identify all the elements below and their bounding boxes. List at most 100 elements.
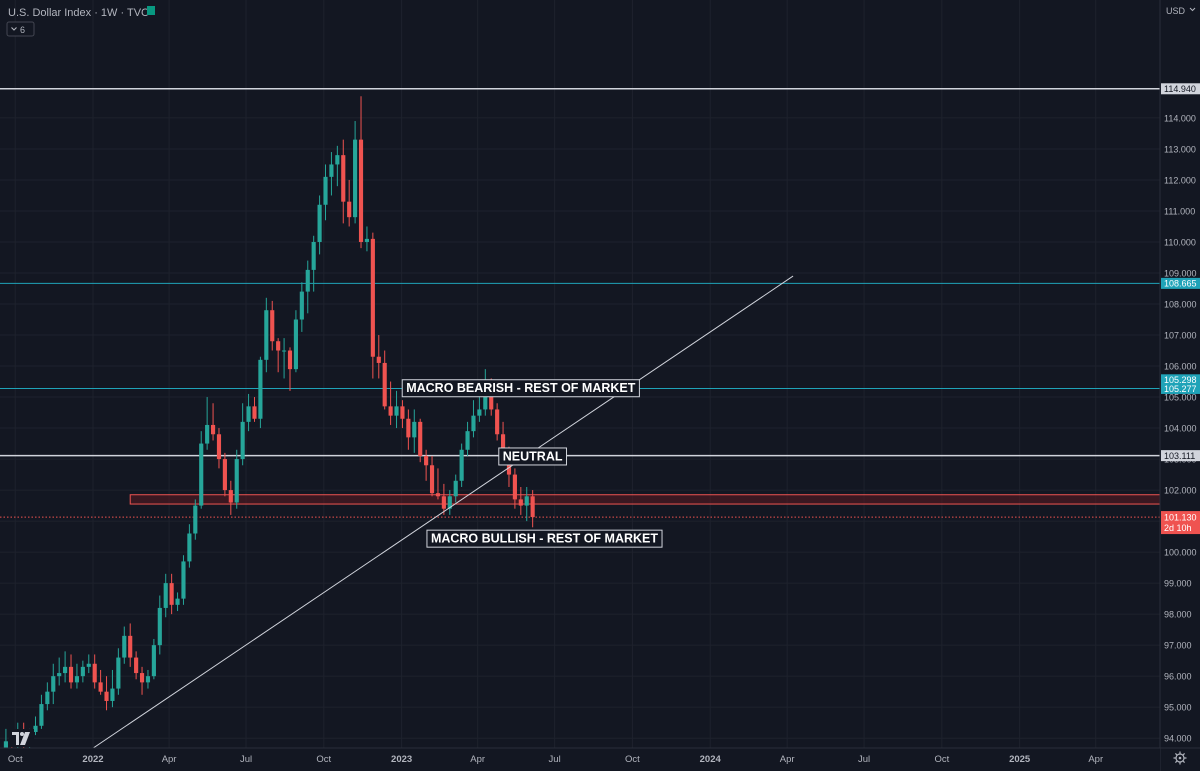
time-tick-label: 2024 — [700, 754, 722, 765]
annotation-box — [426, 529, 663, 548]
price-badge: 108.665 — [1161, 277, 1200, 289]
time-axis[interactable]: Oct 2022 Apr Jul Oct 2023 Apr Jul Oct 2024 Apr Jul O… — [0, 747, 1200, 771]
symbol-title[interactable]: U.S. Dollar Index · 1W · TVC — [8, 7, 149, 19]
price-axis[interactable]: 94.000 95.000 96.000 97.000 98.000 99.000 100.… — [1159, 0, 1200, 771]
candle-body-up — [264, 310, 269, 360]
candle-body-up — [394, 406, 399, 416]
price-badge: 114.940 — [1161, 83, 1200, 95]
candle-body-up — [465, 431, 470, 450]
candle-body-up — [364, 238, 370, 242]
current-price-text: 101.130 — [1164, 513, 1197, 523]
candle-body-up — [151, 645, 156, 677]
price-badge: 103.111 — [1161, 450, 1200, 462]
candle-body-up — [193, 505, 198, 534]
candle-body-up — [199, 443, 204, 506]
candle-body-down — [98, 682, 103, 692]
candle-body-up — [412, 421, 417, 438]
candle-body-up — [51, 676, 56, 692]
time-tick-label: 2022 — [82, 754, 103, 765]
candle-body-up — [163, 583, 168, 608]
candle-body-down — [406, 418, 411, 438]
annotations: MACRO BEARISH - REST OF MARKET NEUTRAL MAC… — [401, 379, 663, 548]
annotation-box — [498, 447, 568, 466]
candle-body-down — [376, 356, 381, 363]
chevron-down-icon — [11, 27, 17, 31]
candle-body-up — [246, 406, 251, 422]
price-badge-bg — [1161, 83, 1200, 95]
candle-body-up — [471, 415, 476, 432]
candle-body-down — [418, 421, 423, 456]
candle-body-down — [489, 390, 494, 410]
candle-body-down — [128, 635, 133, 658]
candle-body-up — [305, 269, 310, 292]
time-tick-label: Oct — [8, 754, 23, 765]
currency-chevron-icon — [1189, 7, 1196, 12]
candle-body-up — [157, 607, 162, 646]
candle-body-down — [400, 406, 405, 419]
time-tick-label: Apr — [780, 754, 795, 765]
annotation-text: MACRO BULLISH - REST OF MARKET — [431, 532, 658, 546]
candle-body-up — [122, 635, 127, 658]
candle-body-up — [86, 663, 91, 667]
candle-body-down — [370, 238, 375, 357]
candle-body-up — [234, 459, 239, 503]
price-badge-bg — [1161, 450, 1200, 462]
candle-body-up — [3, 741, 8, 754]
candle-body-up — [39, 704, 44, 726]
candle-body-down — [495, 409, 500, 435]
time-tick-label: Apr — [1088, 754, 1103, 765]
candle-body-up — [187, 533, 192, 562]
candle-body-down — [139, 673, 145, 683]
candle-body-down — [104, 691, 109, 701]
currency-label[interactable]: USD — [1166, 6, 1186, 16]
indicator-count: 6 — [20, 25, 25, 35]
tradingview-logo-icon — [9, 729, 34, 747]
time-tick-label: 2023 — [391, 754, 412, 765]
candle-body-up — [353, 139, 358, 218]
price-badge-text: 114.940 — [1164, 84, 1196, 94]
annotation-label[interactable]: MACRO BEARISH - REST OF MARKET — [401, 379, 640, 398]
candle-body-up — [282, 350, 287, 352]
grid — [0, 0, 1160, 748]
candle-body-up — [317, 204, 322, 242]
price-badge-extra-bg — [1161, 374, 1200, 386]
trendline[interactable] — [70, 275, 794, 764]
candle-body-up — [329, 164, 334, 177]
price-tick-label: 112.000 — [1164, 175, 1196, 185]
support-zone-box[interactable] — [129, 494, 1161, 505]
price-tick-label: 97.000 — [1164, 641, 1192, 651]
candle-body-down — [382, 362, 387, 407]
price-badge-text: 103.111 — [1164, 451, 1195, 461]
candle-body-down — [68, 666, 74, 683]
time-tick-label: Jul — [858, 754, 870, 765]
time-tick-label: Oct — [934, 754, 949, 765]
price-tick-label: 110.000 — [1164, 237, 1196, 247]
candle-body-down — [358, 139, 364, 242]
annotation-text: MACRO BEARISH - REST OF MARKET — [406, 381, 636, 395]
price-badge-text: 108.665 — [1164, 279, 1197, 289]
candle-body-down — [388, 406, 393, 416]
candle-body-up — [477, 409, 482, 416]
countdown-text: 2d 10h — [1164, 523, 1192, 533]
time-tick-label: Oct — [316, 754, 331, 765]
price-tick-label: 95.000 — [1164, 703, 1192, 713]
price-tick-label: 102.000 — [1164, 486, 1197, 496]
candle-body-up — [483, 390, 488, 410]
candle-body-down — [252, 406, 257, 419]
annotation-label[interactable]: NEUTRAL — [498, 447, 568, 466]
time-tick-label: Apr — [162, 754, 177, 765]
candle-body-down — [500, 434, 506, 453]
gear-icon[interactable] — [1173, 751, 1187, 765]
price-tick-label: 109.000 — [1164, 268, 1197, 278]
candle-body-down — [518, 499, 523, 506]
annotation-label[interactable]: MACRO BULLISH - REST OF MARKET — [426, 529, 663, 548]
candle-body-down — [512, 474, 517, 500]
price-zone-layer — [129, 494, 1161, 505]
price-tick-label: 100.000 — [1164, 548, 1197, 558]
candle-body-down — [134, 657, 139, 674]
indicator-collapse-button[interactable] — [6, 21, 35, 37]
price-badge-text: 105.277 — [1164, 384, 1197, 394]
candle-body-up — [145, 676, 151, 683]
